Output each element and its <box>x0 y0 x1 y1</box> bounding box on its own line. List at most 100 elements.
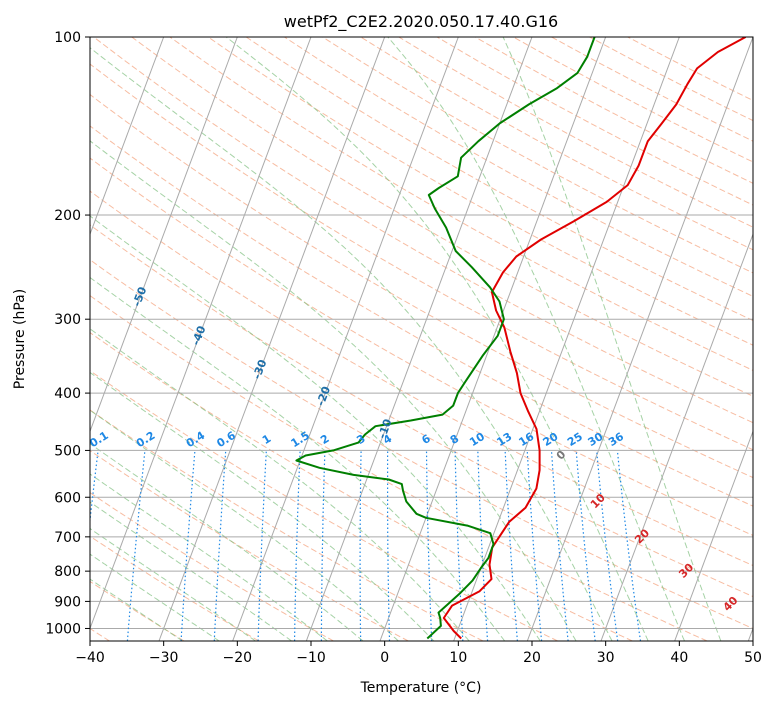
mixing-ratio-label: 8 <box>448 432 461 447</box>
mixing-ratio-line <box>575 450 596 641</box>
moist-adiabat-line <box>387 37 685 641</box>
y-tick-label: 700 <box>54 530 81 546</box>
x-tick-label: 10 <box>449 650 467 666</box>
y-tick-label: 800 <box>54 564 81 580</box>
dry-adiabat-line <box>93 37 753 424</box>
y-axis-ticks: 100 200 300 400 500 600 700 800 900 1000 <box>45 30 90 637</box>
y-tick-label: 400 <box>54 386 81 402</box>
isotherm-line <box>90 37 238 433</box>
mixing-ratio-label: 4 <box>381 432 395 447</box>
isotherm-line <box>453 37 680 641</box>
dry-adiabat-line <box>90 93 753 479</box>
isotherm-line <box>90 37 165 236</box>
mixing-ratio-label: 1.5 <box>289 429 312 450</box>
x-tick-label: −30 <box>149 650 179 666</box>
x-tick-label: 20 <box>523 650 541 666</box>
dry-adiabat-line <box>322 37 753 274</box>
y-tick-label: 100 <box>54 30 81 46</box>
isotherm-line <box>232 37 459 641</box>
dry-adiabat-line <box>90 535 260 641</box>
mixing-ratio-label: 2 <box>318 432 331 447</box>
x-axis-ticks: −40 −30 −20 −10 0 10 20 30 40 50 <box>75 641 762 666</box>
mixing-ratio-lines <box>90 450 642 641</box>
x-tick-label: 0 <box>380 650 389 666</box>
mixing-ratio-label: 16 <box>516 430 536 449</box>
dry-adiabat-line <box>474 37 753 184</box>
x-tick-label: −40 <box>75 650 105 666</box>
isotherm-label: -70 <box>18 190 37 213</box>
moist-adiabat-line <box>90 215 541 641</box>
mixing-ratio-label: 0.1 <box>87 429 110 450</box>
plot-frame <box>89 36 754 642</box>
moist-adiabat-label: 0 <box>554 448 569 463</box>
dry-adiabat-line <box>284 37 753 297</box>
isotherm-line <box>90 37 312 630</box>
isotherm-label: -20 <box>314 384 333 407</box>
dry-adiabat-line <box>90 190 753 567</box>
y-tick-label: 600 <box>54 490 81 506</box>
moist-adiabat-label: 10 <box>588 491 608 511</box>
isotherm-line <box>305 37 533 641</box>
isotherm-line <box>526 37 753 641</box>
dry-adiabat-line <box>90 492 334 641</box>
mixing-ratio-line <box>425 450 433 641</box>
moist-adiabat-line <box>502 37 722 641</box>
skewed-isotherms <box>90 37 753 641</box>
mixing-ratio-line <box>526 450 543 641</box>
mixing-ratio-line <box>90 450 99 526</box>
pressure-gridlines <box>90 37 753 629</box>
x-tick-label: −20 <box>223 650 253 666</box>
moist-adiabats <box>90 37 722 641</box>
mixing-ratio-label: 0.2 <box>134 429 157 450</box>
x-tick-label: −10 <box>296 650 326 666</box>
dry-adiabats <box>90 37 753 641</box>
isotherm-line <box>747 627 753 641</box>
moist-adiabat-line <box>90 140 577 641</box>
dry-adiabat-line <box>90 331 633 641</box>
mixing-ratio-line <box>359 450 362 641</box>
x-tick-label: 50 <box>744 650 762 666</box>
mixing-ratio-line <box>616 450 642 641</box>
y-tick-label: 1000 <box>45 621 81 637</box>
isotherm-line <box>600 232 753 641</box>
moist-adiabat-label: 20 <box>632 526 652 546</box>
x-tick-label: 30 <box>597 650 615 666</box>
mixing-ratio-line <box>257 450 267 641</box>
isotherm-line <box>379 37 607 641</box>
dry-adiabat-line <box>90 224 753 598</box>
mixing-ratio-label: 10 <box>467 430 487 449</box>
y-tick-label: 200 <box>54 208 81 224</box>
isotherm-line <box>158 37 386 641</box>
moist-adiabat-line <box>90 553 220 641</box>
dry-adiabat-line <box>90 370 558 641</box>
mixing-ratio-line <box>126 450 146 641</box>
moist-adiabat-line <box>90 473 328 641</box>
moist-adiabat-line <box>90 443 364 641</box>
moist-adiabat-line <box>90 276 506 641</box>
isotherm-label: -40 <box>189 324 208 347</box>
mixing-ratio-line <box>596 450 619 641</box>
y-tick-label: 300 <box>54 312 81 328</box>
plot-area: -100-90-80-70-60-50-40-30-20-100.10.20.4… <box>18 37 753 641</box>
mixing-ratio-label: 20 <box>541 430 561 449</box>
x-axis-title: Temperature (°C) <box>360 680 482 696</box>
mixing-ratio-label: 36 <box>606 430 626 449</box>
y-tick-label: 500 <box>54 443 81 459</box>
profile-series <box>295 37 747 640</box>
x-tick-label: 40 <box>670 650 688 666</box>
mixing-ratio-label: 25 <box>565 430 585 449</box>
moist-adiabat-line <box>90 501 292 641</box>
mixing-ratio-line <box>550 450 569 641</box>
temperature-line <box>442 37 747 640</box>
dry-adiabat-line <box>245 37 753 322</box>
mixing-ratio-line <box>454 450 464 641</box>
dry-adiabat-line <box>90 295 708 641</box>
dry-adiabat-line <box>90 63 753 451</box>
dewpoint-line <box>295 37 596 640</box>
moist-adiabat-line <box>90 371 435 641</box>
y-axis-title: Pressure (hPa) <box>12 289 28 389</box>
mixing-ratio-label: 0.4 <box>184 429 208 451</box>
dry-adiabat-line <box>169 37 753 371</box>
moist-adiabat-line <box>90 409 399 641</box>
